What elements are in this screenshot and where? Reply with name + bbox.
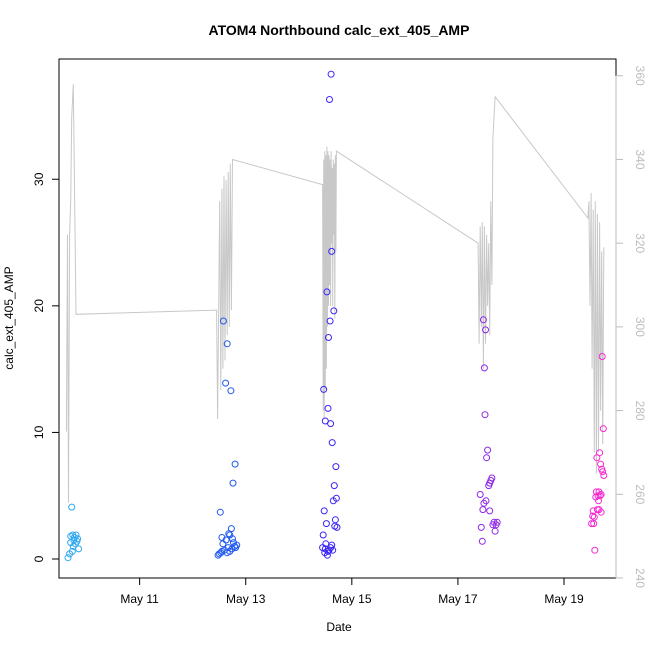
- y-axis-label: calc_ext_405_AMP: [2, 266, 16, 369]
- scatter-point: [330, 482, 338, 490]
- scatter-point: [227, 387, 235, 395]
- x-tick-label: May 19: [544, 592, 584, 606]
- scatter-point: [332, 494, 340, 502]
- y-tick-label: 20: [32, 299, 46, 313]
- scatter-point: [599, 425, 607, 433]
- scatter-point: [332, 463, 340, 471]
- scatter-point: [480, 364, 488, 372]
- scatter-point: [233, 541, 241, 549]
- scatter-point: [481, 411, 489, 419]
- scatter-point: [598, 353, 606, 360]
- scatter-point: [479, 506, 487, 514]
- scatter-point: [320, 385, 328, 393]
- y-tick-label: 10: [32, 425, 46, 439]
- y2-tick-label: 340: [633, 149, 647, 169]
- scatter-point: [599, 468, 607, 476]
- line-series-layer: [65, 84, 605, 503]
- line-series-path: [65, 84, 605, 503]
- scatter-point: [320, 507, 328, 515]
- scatter-point: [597, 460, 605, 468]
- scatter-point: [231, 460, 239, 468]
- scatter-point: [589, 512, 597, 520]
- scatter-point: [597, 508, 605, 516]
- plot-area-border: [58, 58, 617, 579]
- scatter-point: [219, 317, 227, 325]
- scatter-point: [326, 317, 334, 325]
- chart-title: ATOM4 Northbound calc_ext_405_AMP: [209, 22, 470, 38]
- x-axis-label: Date: [326, 620, 352, 634]
- scatter-point: [229, 535, 236, 543]
- scatter-point: [477, 523, 485, 531]
- x-axis: May 11 May 13 May 15 May 17 May 19: [120, 577, 584, 606]
- scatter-point: [323, 288, 331, 296]
- scatter-point: [482, 497, 490, 505]
- scatter-point: [64, 554, 72, 562]
- y2-tick-label: 240: [633, 568, 647, 588]
- scatter-point: [68, 503, 76, 511]
- scatter-point: [478, 537, 486, 545]
- scatter-point: [486, 507, 494, 515]
- scatter-point: [325, 334, 332, 341]
- scatter-point: [591, 546, 599, 554]
- scatter-point: [482, 326, 489, 334]
- y-axis-right: 240 260 280 300 320 340 360: [615, 66, 647, 588]
- scatter-point: [596, 492, 604, 500]
- scatter-point: [68, 547, 76, 555]
- scatter-point: [222, 379, 230, 387]
- scatter-point: [600, 472, 608, 479]
- scatter-point: [229, 479, 237, 487]
- y2-tick-label: 260: [633, 484, 647, 504]
- scatter-point: [324, 404, 332, 412]
- y-axis-left: 0 10 20 30: [32, 172, 60, 562]
- scatter-point: [597, 491, 605, 498]
- scatter-point: [216, 508, 224, 516]
- scatter-point: [223, 340, 231, 348]
- scatter-point: [590, 513, 598, 521]
- scatter-point: [69, 542, 77, 550]
- scatter-point: [227, 525, 235, 533]
- scatter-point: [588, 520, 596, 528]
- scatter-point: [333, 523, 341, 531]
- scatter-point: [491, 527, 499, 535]
- scatter-point: [322, 520, 330, 528]
- scatter-point: [219, 540, 227, 548]
- scatter-point: [476, 491, 484, 498]
- x-tick-label: May 13: [226, 592, 266, 606]
- scatter-point: [328, 439, 336, 447]
- scatter-point: [218, 534, 226, 541]
- scatter-point: [486, 479, 494, 487]
- scatter-points-layer: [64, 70, 608, 562]
- scatter-point: [328, 247, 336, 255]
- scatter-point: [326, 96, 333, 103]
- scatter-point: [327, 420, 335, 428]
- scatter-point: [484, 446, 492, 454]
- scatter-point: [596, 449, 604, 457]
- x-tick-label: May 11: [120, 592, 159, 606]
- y-tick-label: 30: [32, 172, 46, 186]
- scatter-point: [323, 551, 331, 559]
- scatter-point: [483, 454, 491, 462]
- scatter-point: [330, 307, 338, 315]
- scatter-point: [327, 70, 335, 78]
- y2-tick-label: 280: [633, 401, 647, 421]
- scatter-point: [493, 518, 501, 526]
- scatter-point: [319, 531, 327, 539]
- scatter-point: [594, 492, 602, 500]
- scatter-point: [328, 541, 336, 549]
- y2-tick-label: 320: [633, 233, 647, 253]
- y-tick-label: 0: [32, 555, 46, 562]
- scatter-point: [331, 516, 339, 524]
- x-tick-label: May 15: [332, 592, 372, 606]
- scatter-point: [74, 535, 82, 543]
- y2-tick-label: 300: [633, 317, 647, 337]
- scatter-point: [224, 544, 232, 552]
- x-tick-label: May 17: [438, 592, 478, 606]
- y2-tick-label: 360: [633, 66, 647, 86]
- scatter-point: [223, 549, 231, 557]
- scatter-point: [479, 316, 487, 324]
